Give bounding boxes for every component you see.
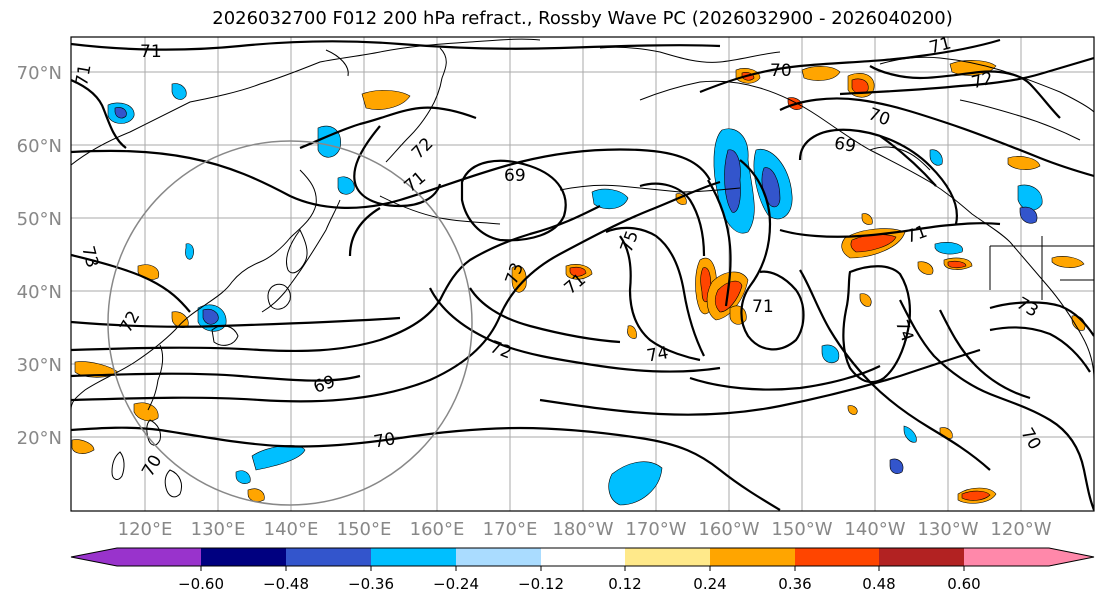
colorbar-swatch <box>625 548 710 566</box>
lat-label: 60°N <box>17 136 62 157</box>
lon-label: 120°W <box>990 519 1051 540</box>
colorbar-swatch <box>456 548 541 566</box>
lon-label: 140°W <box>844 519 905 540</box>
colorbar-swatch <box>795 548 879 566</box>
colorbar-tick-label: 0.48 <box>862 575 895 593</box>
coastlines <box>71 38 1094 498</box>
colorbar-swatch <box>541 548 625 566</box>
lon-label: 130°E <box>191 519 246 540</box>
lon-label: 170°W <box>625 519 686 540</box>
contour-label: 71 <box>752 297 774 317</box>
colorbar-swatch <box>371 548 456 566</box>
colorbar-tick-label: −0.60 <box>178 575 224 593</box>
lon-label: 160°E <box>410 519 465 540</box>
shaded-patches <box>71 60 1086 506</box>
colorbar-swatch <box>71 548 201 566</box>
colorbar-tick-label: −0.48 <box>263 575 309 593</box>
great-circle-ring <box>107 140 473 506</box>
lon-label: 150°W <box>771 519 832 540</box>
map-title: 2026032700 F012 200 hPa refract., Rossby… <box>212 8 953 29</box>
lon-label: 130°W <box>917 519 978 540</box>
colorbar-tick-label: −0.12 <box>518 575 564 593</box>
lon-label: 160°W <box>698 519 759 540</box>
colorbar-tick-label: 0.36 <box>778 575 811 593</box>
colorbar-swatch <box>201 548 286 566</box>
colorbar-tick-label: 0.60 <box>947 575 980 593</box>
lon-label: 140°E <box>264 519 319 540</box>
latitude-labels: 70°N 60°N 50°N 40°N 30°N 20°N <box>17 63 62 449</box>
map-area: 71 71 70 72 70 69 71 69 71 72 75 73 72 7… <box>71 33 1094 511</box>
colorbar-tick-label: 0.24 <box>693 575 726 593</box>
lon-label: 170°E <box>483 519 538 540</box>
lon-label: 150°E <box>337 519 392 540</box>
colorbar-swatch <box>710 548 795 566</box>
contour-lines <box>71 38 1094 511</box>
colorbar-outline <box>70 547 1095 567</box>
lat-label: 70°N <box>17 63 62 84</box>
colorbar <box>70 547 1095 571</box>
colorbar-tick-label: 0.12 <box>608 575 641 593</box>
colorbar-swatch <box>286 548 371 566</box>
contour-label: 71 <box>140 42 162 62</box>
contour-label: 69 <box>504 166 526 186</box>
colorbar-tick-label: −0.24 <box>433 575 479 593</box>
lat-label: 20°N <box>17 428 62 449</box>
lat-label: 50°N <box>17 209 62 230</box>
contour-label: 70 <box>770 61 792 81</box>
longitude-labels: 120°E 130°E 140°E 150°E 160°E 170°E 180°… <box>118 519 1052 540</box>
lat-label: 40°N <box>17 282 62 303</box>
lon-label: 120°E <box>118 519 173 540</box>
contour-label: 69 <box>833 133 858 156</box>
lon-label: 180°W <box>552 519 613 540</box>
colorbar-swatch <box>964 548 1094 566</box>
colorbar-labels: −0.60 −0.48 −0.36 −0.24 −0.12 0.12 0.24 … <box>178 575 981 593</box>
contour-label: 71 <box>72 63 95 88</box>
colorbar-tick-label: −0.36 <box>348 575 394 593</box>
lat-label: 30°N <box>17 355 62 376</box>
contour-label: 71 <box>927 33 953 58</box>
colorbar-swatch <box>879 548 964 566</box>
map-frame <box>70 36 1095 512</box>
contour-label: 70 <box>372 429 397 452</box>
contour-label: 74 <box>645 343 670 366</box>
